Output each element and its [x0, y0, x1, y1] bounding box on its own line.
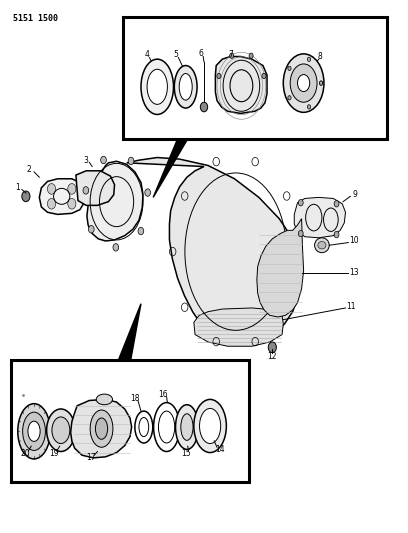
Ellipse shape — [200, 408, 221, 443]
Ellipse shape — [268, 342, 276, 353]
Ellipse shape — [96, 394, 113, 405]
Ellipse shape — [90, 410, 113, 447]
Ellipse shape — [298, 230, 303, 237]
Ellipse shape — [141, 59, 173, 115]
Text: 2: 2 — [27, 165, 31, 174]
Ellipse shape — [89, 225, 94, 233]
Text: 5151 1500: 5151 1500 — [13, 14, 58, 23]
Ellipse shape — [319, 81, 323, 85]
Text: 18: 18 — [130, 394, 140, 403]
Ellipse shape — [101, 156, 106, 164]
Ellipse shape — [175, 405, 198, 449]
Ellipse shape — [288, 95, 291, 100]
Text: 4: 4 — [145, 51, 149, 59]
Ellipse shape — [319, 81, 323, 85]
Text: 19: 19 — [49, 449, 58, 458]
Ellipse shape — [95, 418, 108, 439]
Polygon shape — [153, 139, 188, 197]
Ellipse shape — [297, 75, 310, 92]
Ellipse shape — [334, 200, 339, 207]
Ellipse shape — [179, 74, 192, 100]
Text: 8: 8 — [317, 52, 322, 61]
Ellipse shape — [318, 241, 326, 249]
Ellipse shape — [307, 57, 310, 61]
Text: 17: 17 — [86, 454, 96, 463]
Text: 13: 13 — [349, 269, 359, 277]
Polygon shape — [71, 399, 132, 458]
Text: 6: 6 — [198, 50, 203, 58]
Polygon shape — [119, 304, 141, 360]
Text: 14: 14 — [215, 446, 225, 455]
Ellipse shape — [174, 66, 197, 108]
Polygon shape — [127, 158, 301, 343]
Ellipse shape — [217, 74, 221, 79]
Ellipse shape — [128, 157, 134, 165]
Ellipse shape — [249, 53, 253, 59]
Ellipse shape — [288, 66, 291, 70]
Text: 9: 9 — [353, 190, 358, 199]
Ellipse shape — [138, 227, 144, 235]
Ellipse shape — [22, 191, 30, 201]
Ellipse shape — [68, 183, 76, 194]
Text: 12: 12 — [268, 352, 277, 361]
Bar — [123, 17, 387, 139]
Text: 7: 7 — [228, 51, 233, 59]
Polygon shape — [215, 56, 267, 114]
Ellipse shape — [315, 238, 329, 253]
Polygon shape — [39, 179, 84, 214]
Ellipse shape — [334, 231, 339, 238]
Ellipse shape — [47, 198, 55, 209]
Ellipse shape — [52, 417, 70, 443]
Ellipse shape — [23, 412, 45, 450]
Ellipse shape — [181, 414, 193, 440]
Text: 15: 15 — [181, 449, 191, 458]
Ellipse shape — [47, 183, 55, 194]
Ellipse shape — [290, 64, 317, 102]
Text: 16: 16 — [159, 390, 168, 399]
Ellipse shape — [47, 409, 75, 451]
Ellipse shape — [262, 74, 266, 79]
Polygon shape — [194, 308, 283, 346]
Ellipse shape — [147, 69, 167, 104]
Ellipse shape — [230, 53, 234, 59]
Ellipse shape — [307, 104, 310, 109]
Ellipse shape — [18, 403, 50, 459]
Ellipse shape — [145, 189, 151, 196]
Ellipse shape — [68, 198, 76, 209]
Text: 3: 3 — [84, 156, 89, 165]
Polygon shape — [87, 161, 143, 241]
Polygon shape — [76, 171, 115, 205]
Ellipse shape — [83, 187, 89, 194]
Text: 10: 10 — [350, 237, 359, 246]
Polygon shape — [294, 197, 346, 238]
Ellipse shape — [298, 199, 303, 206]
Ellipse shape — [283, 54, 324, 112]
Polygon shape — [257, 219, 304, 317]
Ellipse shape — [28, 421, 40, 441]
Ellipse shape — [194, 399, 226, 453]
Text: 1: 1 — [16, 183, 20, 192]
Text: 20: 20 — [20, 449, 30, 458]
Text: 11: 11 — [346, 302, 356, 311]
Ellipse shape — [200, 102, 208, 112]
Bar — [11, 360, 249, 482]
Text: 5: 5 — [173, 51, 178, 59]
Ellipse shape — [113, 244, 119, 251]
